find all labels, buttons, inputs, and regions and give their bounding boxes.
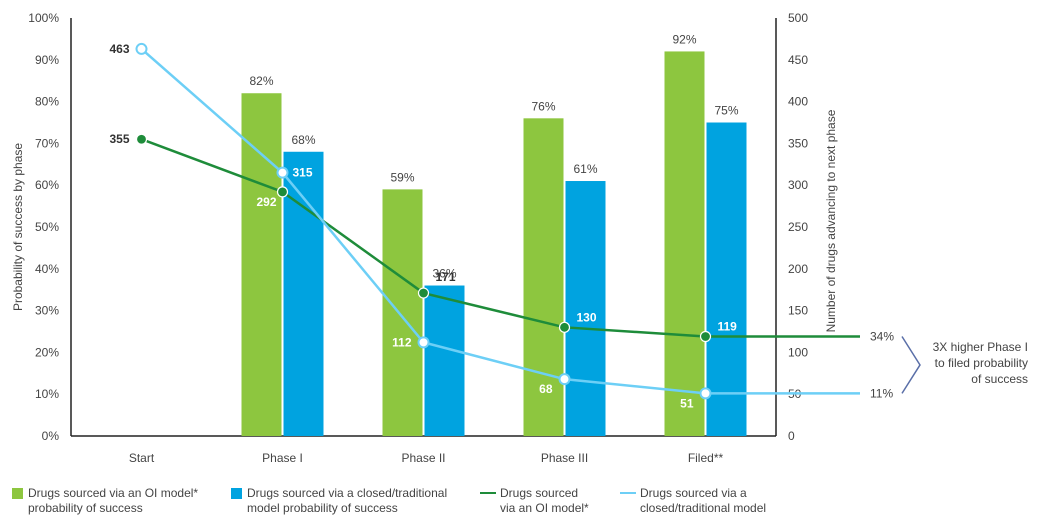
end-label: 34% xyxy=(870,330,894,344)
bar xyxy=(283,151,324,436)
bar-value-label: 61% xyxy=(573,162,597,176)
bar xyxy=(523,118,564,436)
line-value-label: 68 xyxy=(539,382,553,396)
bar-value-label: 36% xyxy=(432,267,456,281)
right-tick-label: 500 xyxy=(788,11,808,25)
bar-value-label: 68% xyxy=(291,133,315,147)
left-tick-label: 80% xyxy=(35,95,59,109)
bar-value-label: 59% xyxy=(390,170,414,184)
series-point xyxy=(699,387,712,400)
bar xyxy=(241,93,282,437)
series-point xyxy=(558,373,571,386)
right-tick-label: 350 xyxy=(788,136,808,150)
left-tick-label: 100% xyxy=(28,11,59,25)
bar-value-label: 92% xyxy=(672,32,696,46)
line-value-label: 171 xyxy=(436,270,456,284)
bar-value-label: 75% xyxy=(714,104,738,118)
series-point xyxy=(276,166,289,179)
annotation-text: of success xyxy=(971,372,1028,386)
left-tick-label: 90% xyxy=(35,53,59,67)
left-tick-label: 70% xyxy=(35,136,59,150)
line-value-label: 130 xyxy=(577,310,597,324)
series-line xyxy=(141,138,860,338)
legend-swatch-oi-line xyxy=(480,492,496,494)
series-point xyxy=(135,133,148,145)
series-point xyxy=(276,186,289,198)
left-tick-label: 60% xyxy=(35,178,59,192)
x-tick-label: Filed** xyxy=(688,451,724,465)
left-axis-title: Probability of success by phase xyxy=(11,143,25,311)
left-tick-label: 0% xyxy=(42,429,60,443)
legend-swatch-oi-bar xyxy=(12,488,23,499)
annotation-text: to filed probability xyxy=(935,356,1028,370)
legend-label-closed-line: Drugs sourced via a closed/traditional m… xyxy=(640,486,767,515)
line-value-label: 292 xyxy=(256,195,276,209)
bar xyxy=(382,189,423,436)
series-point xyxy=(417,287,430,299)
lines xyxy=(135,42,860,400)
right-tick-label: 250 xyxy=(788,220,808,234)
line-value-label: 463 xyxy=(109,42,129,56)
chart-canvas: 0%10%20%30%40%50%60%70%80%90%100%0501001… xyxy=(11,11,1028,465)
right-tick-label: 200 xyxy=(788,262,808,276)
x-tick-label: Phase I xyxy=(262,451,303,465)
bar-value-label: 82% xyxy=(249,74,273,88)
axes: 0%10%20%30%40%50%60%70%80%90%100%0501001… xyxy=(11,11,838,465)
legend-swatch-closed-bar xyxy=(231,488,242,499)
bars xyxy=(241,51,747,437)
right-axis-title: Number of drugs advancing to next phase xyxy=(824,109,838,332)
line-value-label: 51 xyxy=(680,396,694,410)
legend-label-oi-bar: Drugs sourced via an OI model* probabili… xyxy=(28,486,199,515)
series-line xyxy=(140,47,860,395)
bar xyxy=(424,285,465,436)
left-tick-label: 40% xyxy=(35,262,59,276)
series-point xyxy=(558,321,571,333)
x-tick-label: Phase III xyxy=(541,451,588,465)
left-tick-label: 30% xyxy=(35,304,59,318)
right-tick-label: 150 xyxy=(788,304,808,318)
line-value-label: 119 xyxy=(718,320,738,334)
x-tick-label: Start xyxy=(129,451,155,465)
series-point xyxy=(699,330,712,343)
data-labels: 82% 59% 76% 92% 68% 36% 61% 75% 355 292 171 130 119 3… xyxy=(109,32,894,410)
bar-value-label: 76% xyxy=(531,99,555,113)
left-tick-label: 10% xyxy=(35,387,59,401)
line-value-label: 355 xyxy=(109,132,129,146)
annotation-bracket xyxy=(901,336,921,394)
legend-swatch-closed-line xyxy=(620,492,636,494)
line-value-label: 112 xyxy=(392,335,412,349)
right-tick-label: 0 xyxy=(788,429,795,443)
right-tick-label: 100 xyxy=(788,345,808,359)
right-tick-label: 300 xyxy=(788,178,808,192)
bar xyxy=(664,51,705,436)
left-tick-label: 50% xyxy=(35,220,59,234)
bar xyxy=(565,181,606,436)
bar xyxy=(706,122,747,436)
left-tick-label: 20% xyxy=(35,345,59,359)
right-tick-label: 400 xyxy=(788,95,808,109)
series-point xyxy=(417,336,430,349)
line-value-label: 315 xyxy=(293,166,313,180)
legend-label-oi-line: Drugs sourced via an OI model* xyxy=(500,486,589,515)
right-tick-label: 450 xyxy=(788,53,808,67)
x-tick-label: Phase II xyxy=(401,451,445,465)
annotation-group: 3X higher Phase I to filed probability of … xyxy=(901,336,1028,394)
end-label: 11% xyxy=(870,386,893,400)
legend-label-closed-bar: Drugs sourced via a closed/traditional m… xyxy=(247,486,448,515)
annotation-text: 3X higher Phase I xyxy=(933,340,1028,354)
series-point xyxy=(135,42,148,55)
